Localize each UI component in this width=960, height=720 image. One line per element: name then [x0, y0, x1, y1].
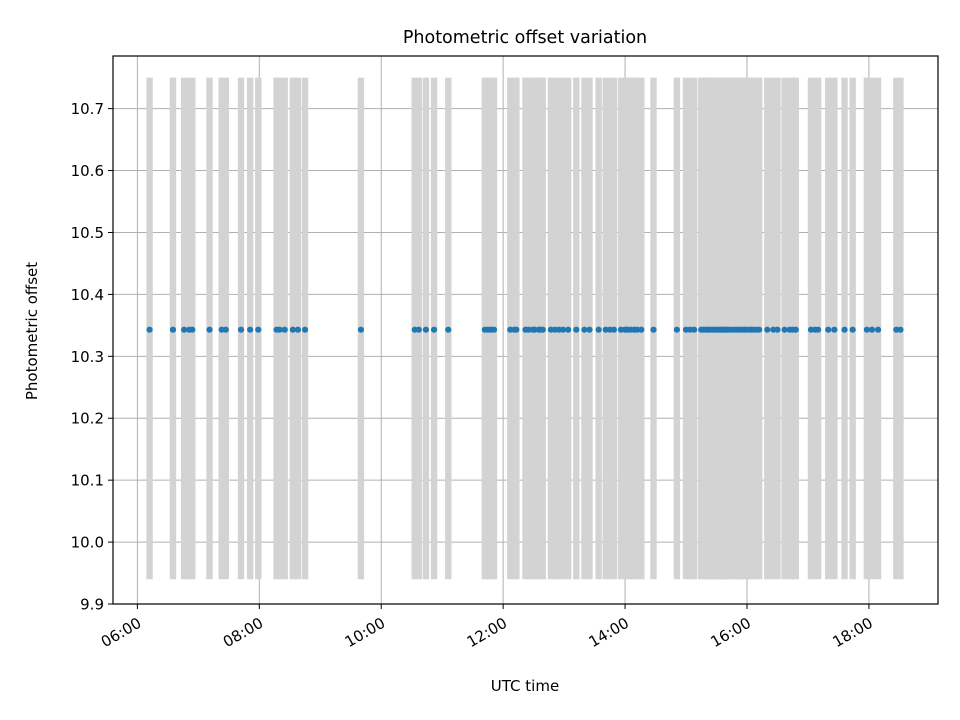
data-point [815, 326, 822, 333]
data-point [610, 326, 617, 333]
data-point [573, 326, 580, 333]
data-point [559, 326, 567, 333]
data-point [565, 326, 572, 333]
data-point [237, 326, 245, 333]
data-point [445, 326, 452, 333]
y-axis-ticks: 9.9 10.0 10.1 10.2 10.3 10.4 10.5 10.6 10.7 [71, 100, 113, 614]
y-tick-label: 10.5 [71, 224, 104, 242]
data-point [146, 326, 153, 333]
y-tick-label: 10.3 [71, 348, 104, 366]
y-tick-label: 10.2 [71, 410, 104, 428]
data-point [581, 326, 588, 333]
y-tick-label: 10.6 [71, 162, 104, 180]
data-point [650, 326, 657, 333]
chart-title: Photometric offset variation [403, 28, 647, 48]
data-point [774, 326, 781, 333]
data-point [595, 326, 602, 333]
points-layer [146, 326, 904, 333]
data-point [792, 326, 799, 333]
data-point [638, 326, 645, 333]
data-point [868, 326, 876, 333]
data-point [825, 326, 832, 333]
data-point [513, 326, 520, 333]
data-point [206, 326, 213, 333]
data-point [255, 326, 262, 333]
data-point [181, 326, 188, 333]
data-point [289, 326, 296, 333]
data-point [189, 326, 196, 333]
data-point [863, 326, 870, 333]
data-point [222, 326, 229, 333]
data-point [422, 326, 430, 333]
data-point [247, 326, 254, 333]
data-point [539, 326, 546, 333]
y-tick-label: 9.9 [80, 596, 104, 614]
y-axis-label: Photometric offset [23, 262, 41, 400]
data-point [849, 326, 856, 333]
data-point [301, 326, 309, 333]
y-tick-label: 10.7 [71, 100, 104, 118]
data-point [756, 326, 763, 333]
data-point [294, 326, 302, 333]
data-point [841, 326, 848, 333]
y-tick-label: 10.4 [71, 286, 104, 304]
data-point [764, 326, 771, 333]
data-point [490, 326, 498, 333]
data-point [897, 326, 904, 333]
data-point [169, 326, 177, 333]
x-axis-label: UTC time [491, 677, 559, 695]
data-point [781, 326, 788, 333]
data-point [673, 326, 680, 333]
data-point [874, 326, 882, 333]
y-tick-label: 10.0 [71, 534, 104, 552]
data-point [691, 326, 698, 333]
data-point [831, 326, 838, 333]
y-tick-label: 10.1 [71, 472, 104, 490]
data-point [276, 326, 283, 333]
data-point [415, 326, 422, 333]
data-point [281, 326, 288, 333]
data-point [430, 326, 438, 333]
data-point [357, 326, 365, 333]
data-point [586, 326, 593, 333]
plot-frame [112, 55, 939, 605]
